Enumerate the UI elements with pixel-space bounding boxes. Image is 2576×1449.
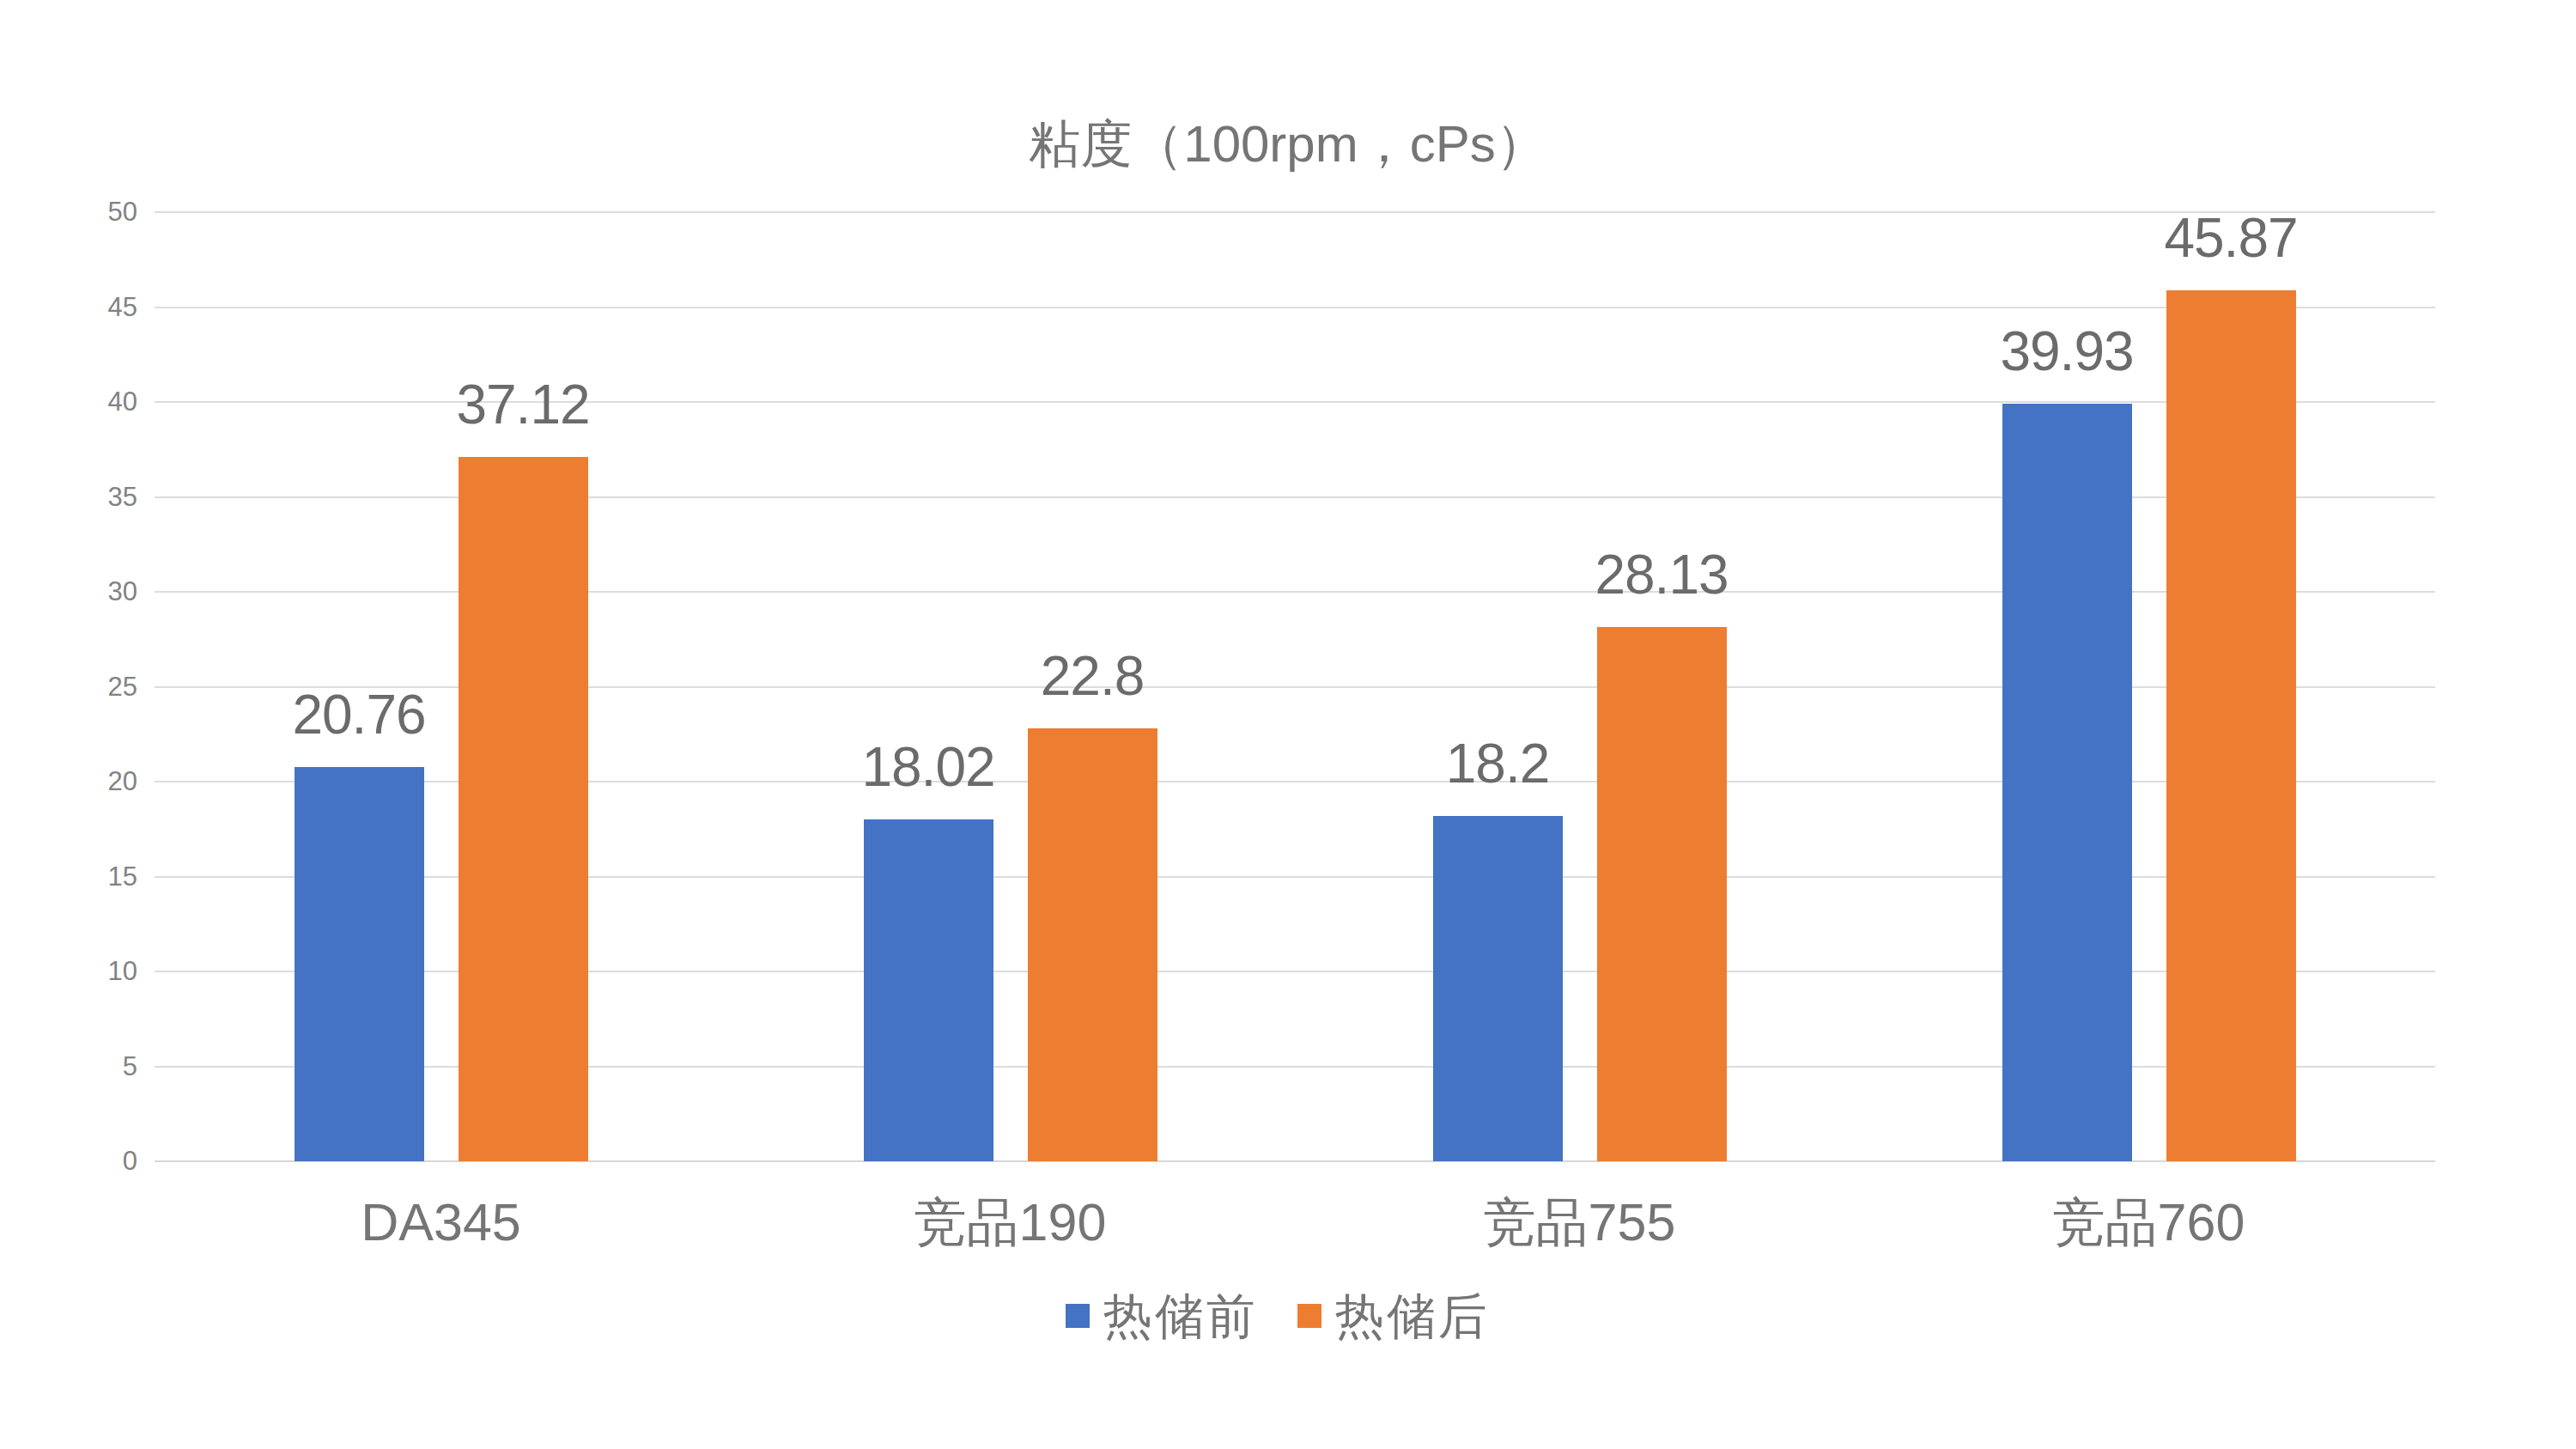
bar-value-label: 45.87	[2085, 210, 2377, 265]
bar-热储后-竞品760	[2166, 290, 2296, 1161]
bar-热储后-竞品190	[1028, 728, 1157, 1161]
legend-item: 热储后	[1297, 1290, 1490, 1342]
bar-value-label: 28.13	[1516, 547, 1807, 602]
legend: 热储前 热储后	[0, 1290, 2566, 1342]
y-axis-tick-label: 0	[26, 1147, 137, 1176]
y-axis-tick-label: 20	[26, 767, 137, 796]
bar-value-label: 37.12	[377, 377, 669, 432]
y-axis-tick-label: 40	[26, 387, 137, 417]
bar-热储前-竞品760	[2002, 404, 2132, 1161]
y-axis-tick-label: 45	[26, 293, 137, 322]
gridline	[155, 307, 2435, 308]
y-axis-tick-label: 5	[26, 1052, 137, 1081]
legend-swatch	[1066, 1304, 1090, 1328]
bar-热储后-竞品755	[1597, 627, 1727, 1161]
bar-热储后-DA345	[459, 457, 588, 1161]
bar-热储前-竞品755	[1433, 816, 1563, 1161]
x-axis-category-label: 竞品190	[796, 1196, 1225, 1249]
y-axis-tick-label: 15	[26, 862, 137, 892]
y-axis-tick-label: 10	[26, 957, 137, 986]
legend-label: 热储后	[1335, 1290, 1490, 1342]
x-axis-category-label: DA345	[227, 1196, 656, 1249]
bar-热储前-DA345	[295, 767, 424, 1161]
legend-swatch	[1297, 1304, 1321, 1328]
y-axis-tick-label: 30	[26, 577, 137, 606]
legend-label: 热储前	[1103, 1290, 1258, 1342]
bar-chart: 粘度（100rpm，cPs） 0510152025303540455020.76…	[0, 0, 2576, 1449]
bar-value-label: 22.8	[946, 648, 1238, 703]
bar-热储前-竞品190	[864, 819, 993, 1161]
y-axis-tick-label: 50	[26, 198, 137, 227]
x-axis-category-label: 竞品755	[1365, 1196, 1795, 1249]
x-axis-category-label: 竞品760	[1935, 1196, 2364, 1249]
chart-title: 粘度（100rpm，cPs）	[0, 119, 2576, 170]
y-axis-tick-label: 25	[26, 673, 137, 702]
y-axis-tick-label: 35	[26, 483, 137, 512]
legend-item: 热储前	[1066, 1290, 1258, 1342]
